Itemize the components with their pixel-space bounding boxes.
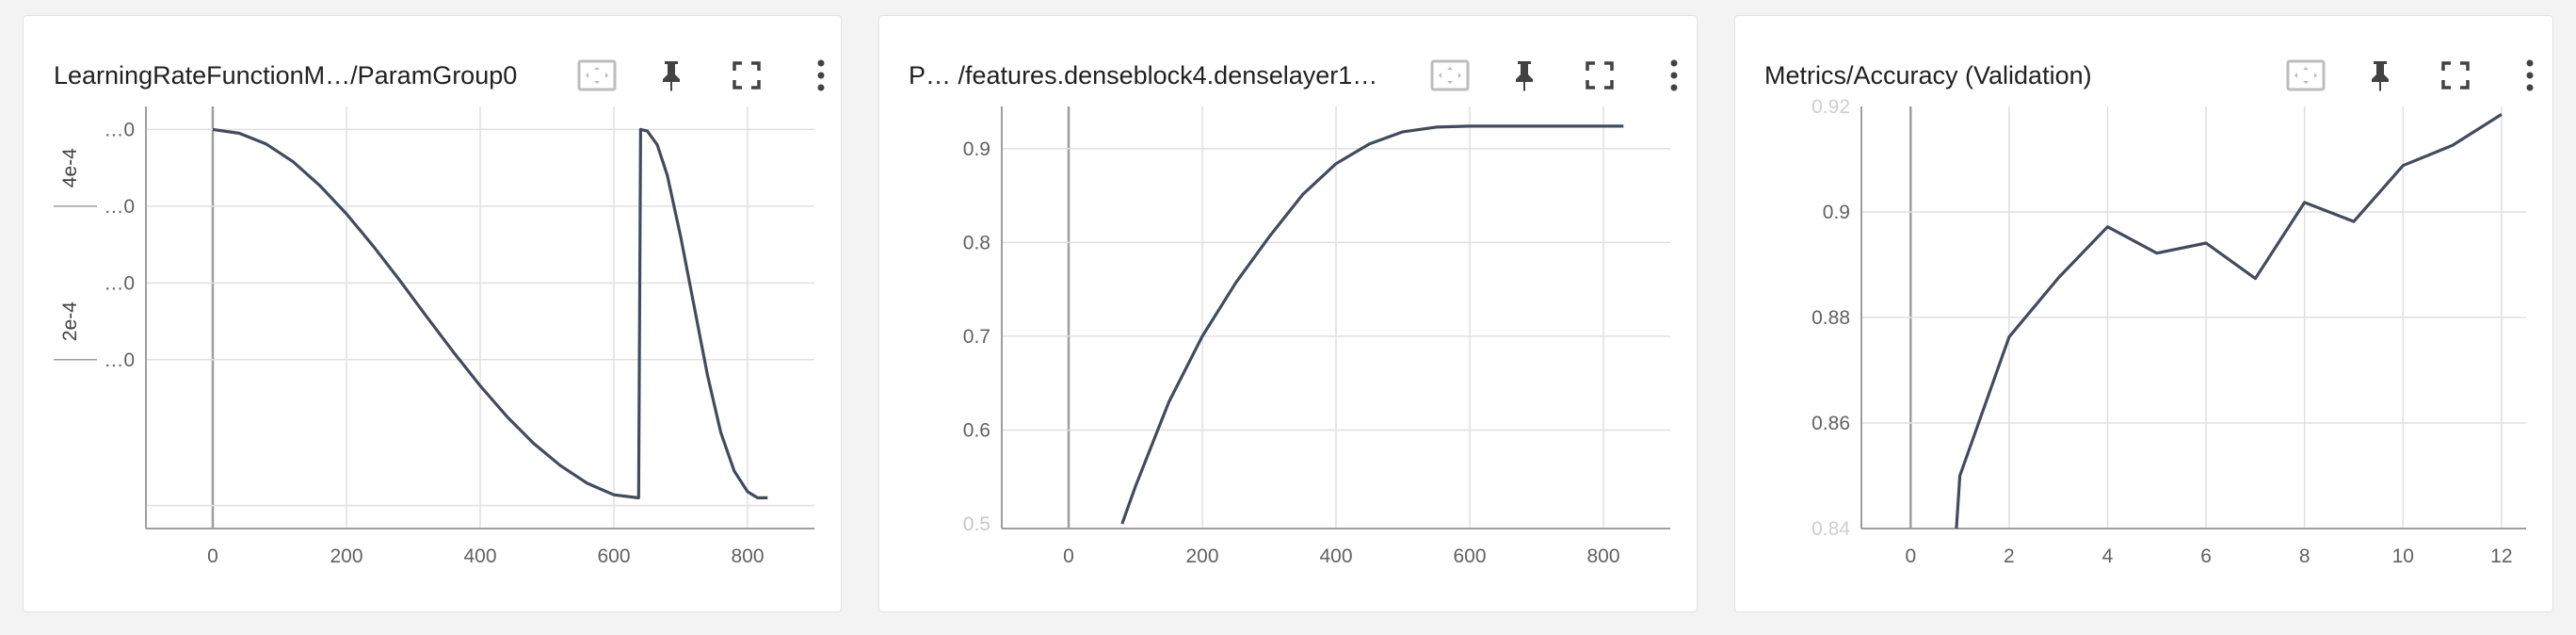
- chart-card-accuracy: Metrics/Accuracy (Validation) 0 2 4 6 8 10 12 0…: [1734, 15, 2553, 612]
- y-tick-label: 0.7: [963, 326, 990, 348]
- more-menu-icon[interactable]: [1650, 52, 1697, 99]
- card-title: P… /features.denseblock4.denselayer1…: [909, 61, 1378, 90]
- x-tick-label: 0: [1063, 545, 1074, 567]
- y-tick-label: 0.86: [1811, 413, 1850, 434]
- x-tick-label: 10: [2392, 545, 2414, 567]
- x-tick-label: 200: [1185, 545, 1218, 567]
- y-side-label: 4e-4: [59, 148, 81, 187]
- x-tick-label: 0: [1905, 545, 1916, 567]
- card-title: LearningRateFunctionM…/ParamGroup0: [54, 61, 518, 90]
- fit-domain-icon[interactable]: [2282, 52, 2329, 99]
- series-line: [212, 127, 768, 499]
- x-tick-label: 200: [330, 545, 362, 567]
- series-line: [1955, 113, 2503, 529]
- fullscreen-icon[interactable]: [2432, 52, 2479, 99]
- x-tick-label: 400: [463, 545, 496, 567]
- x-tick-label: 400: [1319, 545, 1352, 567]
- x-tick-label: 800: [1586, 545, 1619, 567]
- y-tick-label-cut: 0.5: [963, 513, 990, 535]
- y-tick-label: 0.8: [963, 232, 990, 253]
- x-tick-label: 12: [2490, 545, 2512, 567]
- x-tick-label: 2: [2004, 545, 2015, 567]
- y-tick-label: 0.88: [1811, 307, 1850, 329]
- series-line: [1120, 124, 1624, 525]
- y-tick-label: …0: [104, 272, 135, 294]
- accuracy-chart: 0 2 4 6 8 10 12 0.86 0.88 0.9 0.84 0.92: [1811, 96, 2526, 567]
- chart-card-denselayer: P… /features.denseblock4.denselayer1… 0 2…: [878, 15, 1698, 612]
- pin-icon[interactable]: [1501, 52, 1548, 99]
- pin-icon[interactable]: [2357, 52, 2404, 99]
- fit-domain-icon[interactable]: [573, 52, 620, 99]
- y-tick-label: …0: [104, 196, 135, 218]
- chart-card-learning-rate: LearningRateFunctionM…/ParamGroup0 0 200 4…: [23, 15, 842, 612]
- y-tick-label-cut: 0.92: [1811, 96, 1850, 118]
- y-tick-label: 0.9: [963, 138, 990, 160]
- learning-rate-chart: 0 200 400 600 800 …0 …0 …0 …0 4e-4 2e-4: [54, 106, 814, 567]
- more-menu-icon[interactable]: [2506, 52, 2552, 99]
- pin-icon[interactable]: [648, 52, 695, 99]
- card-title: Metrics/Accuracy (Validation): [1764, 61, 2092, 90]
- fullscreen-icon[interactable]: [1576, 52, 1623, 99]
- y-tick-label: …0: [104, 119, 135, 140]
- y-tick-label: 0.6: [963, 419, 990, 441]
- more-menu-icon[interactable]: [797, 52, 841, 99]
- x-tick-label: 8: [2299, 545, 2310, 567]
- x-tick-label: 800: [731, 545, 764, 567]
- fit-domain-icon[interactable]: [1426, 52, 1473, 99]
- x-tick-label: 4: [2102, 545, 2114, 567]
- y-side-label: 2e-4: [59, 301, 81, 341]
- y-tick-label-cut: 0.84: [1811, 518, 1850, 540]
- denselayer-chart: 0 200 400 600 800 0.6 0.7 0.8 0.9 0.5: [963, 106, 1670, 567]
- x-tick-label: 6: [2200, 545, 2212, 567]
- y-tick-label: …0: [104, 350, 135, 371]
- x-tick-label: 0: [207, 545, 218, 567]
- x-tick-label: 600: [1453, 545, 1486, 567]
- x-tick-label: 600: [597, 545, 630, 567]
- fullscreen-icon[interactable]: [723, 52, 770, 99]
- y-tick-label: 0.9: [1823, 202, 1850, 223]
